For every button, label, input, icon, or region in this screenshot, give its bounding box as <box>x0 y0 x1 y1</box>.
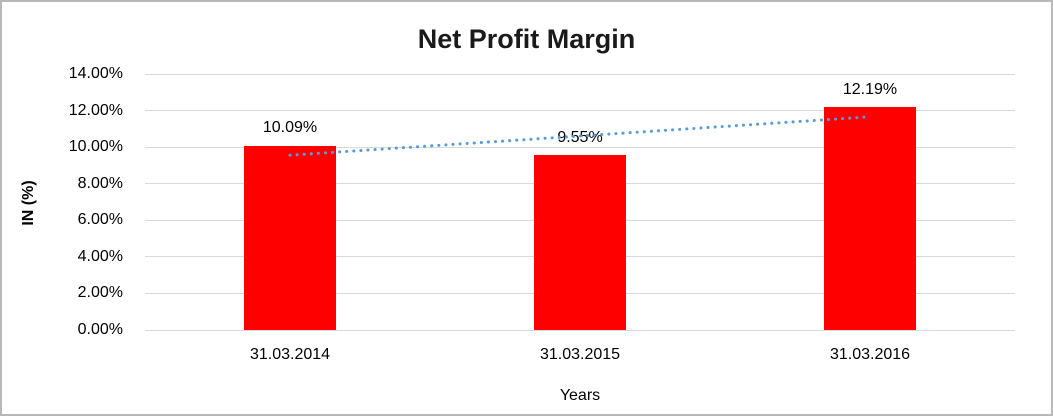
y-tick-label: 12.00% <box>68 101 123 119</box>
gridline <box>145 110 1015 112</box>
bar-31.03.2015 <box>534 155 626 330</box>
y-tick-label: 0.00% <box>77 321 123 338</box>
y-tick-label: 4.00% <box>77 247 123 265</box>
bar-value-label: 9.55% <box>557 129 603 147</box>
y-tick-label: 2.00% <box>77 284 123 302</box>
bar-value-label: 12.19% <box>842 81 898 99</box>
x-tick-label: 31.03.2015 <box>539 346 621 363</box>
y-tick-label: 8.00% <box>77 174 123 192</box>
bar-31.03.2014 <box>244 145 336 330</box>
gridline <box>145 73 1015 75</box>
gridline <box>145 146 1015 148</box>
trendline <box>288 115 872 157</box>
bar-31.03.2016 <box>824 107 916 330</box>
x-tick-label: 31.03.2014 <box>249 346 331 363</box>
gridline <box>145 329 1015 331</box>
y-tick-label: 14.00% <box>68 65 123 82</box>
trendline-layer <box>288 115 872 157</box>
x-tick-label: 31.03.2016 <box>829 346 911 363</box>
y-tick-label: 6.00% <box>77 211 123 229</box>
plot-area: 10.09% 9.55% 12.19% <box>145 73 1015 331</box>
y-tick-label: 10.00% <box>68 138 123 156</box>
bar-value-label: 10.09% <box>262 119 318 137</box>
x-axis-title: Years <box>559 387 601 404</box>
chart-title: Net Profit Margin <box>417 24 636 54</box>
